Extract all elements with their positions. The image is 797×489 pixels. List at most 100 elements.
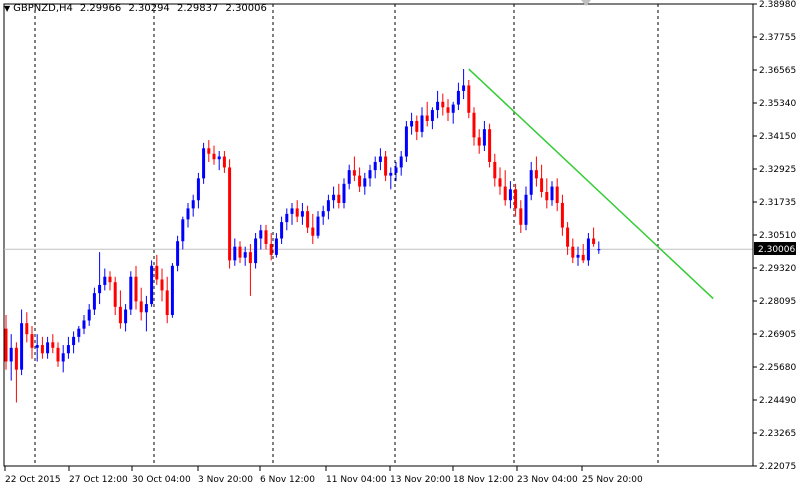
trendline-layer[interactable]	[468, 68, 714, 300]
candle	[269, 233, 273, 261]
symbol-header[interactable]: ▼ GBPNZD,H4 2.29966 2.30294 2.29837 2.30…	[4, 3, 267, 14]
price-tick-label: 2.32925	[759, 165, 796, 175]
candle	[482, 120, 486, 152]
candle	[316, 211, 320, 239]
candle	[118, 290, 122, 329]
candle	[248, 243, 252, 296]
candle-body	[514, 189, 518, 209]
grid-layer	[34, 4, 659, 466]
candle	[384, 151, 388, 182]
candle	[181, 216, 185, 250]
candle-body	[238, 246, 242, 258]
candle	[306, 205, 310, 234]
candle-body	[66, 345, 70, 354]
candle	[243, 246, 247, 266]
candle-body	[581, 254, 585, 261]
candle	[508, 181, 512, 209]
candle-body	[144, 304, 148, 313]
candle-body	[61, 353, 65, 362]
candle-body	[576, 254, 580, 258]
candle-body	[77, 328, 81, 337]
time-tick-label: 23 Nov 04:00	[517, 475, 578, 485]
price-tick-label: 2.24490	[759, 396, 796, 406]
candle	[14, 342, 18, 403]
price-tick-label: 2.25680	[759, 363, 796, 373]
candle-body	[103, 276, 107, 285]
candle-body	[540, 178, 544, 193]
candle-body	[472, 112, 476, 138]
candle-body	[488, 129, 492, 162]
ohlc-values: 2.29966 2.30294 2.29837 2.30006	[76, 3, 267, 14]
candle	[9, 334, 13, 381]
candle-body	[404, 126, 408, 157]
candle	[441, 93, 445, 116]
chart-shift-marker-icon[interactable]	[581, 0, 591, 6]
candle-body	[420, 115, 424, 132]
candle	[524, 186, 528, 231]
candle	[472, 107, 476, 146]
candle-body	[342, 183, 346, 203]
candle-body	[30, 334, 34, 348]
candle-body	[493, 161, 497, 179]
current-price-tag: 2.30006	[754, 242, 796, 255]
trendline[interactable]	[468, 68, 714, 300]
candle-body	[56, 347, 60, 362]
candle-body	[384, 156, 388, 176]
candle	[56, 342, 60, 367]
candle	[170, 263, 174, 318]
candle	[571, 238, 575, 264]
candle-body	[441, 101, 445, 108]
candle	[550, 181, 554, 206]
candle-body	[51, 342, 55, 348]
candle	[592, 227, 596, 247]
candle-body	[394, 167, 398, 173]
candle-body	[368, 170, 372, 179]
candle-body	[150, 265, 154, 305]
candle	[40, 336, 44, 359]
candle	[238, 241, 242, 264]
price-tick-label: 2.38980	[759, 0, 796, 10]
candle-body	[358, 175, 362, 187]
candle	[597, 241, 601, 254]
candle-body	[316, 216, 320, 236]
candle	[160, 268, 164, 302]
candle-body	[482, 129, 486, 146]
candle-layer	[4, 69, 601, 403]
candle-body	[264, 230, 268, 244]
candle	[462, 69, 466, 100]
candle-body	[25, 323, 29, 335]
candle-body	[592, 238, 596, 244]
price-tick-label: 2.26905	[759, 330, 796, 340]
candle	[259, 224, 263, 250]
triangle-down-icon[interactable]: ▼	[4, 3, 11, 13]
candle	[415, 115, 419, 141]
candle	[493, 153, 497, 187]
candle-body	[436, 101, 440, 111]
candle	[332, 186, 336, 209]
candle-body	[160, 279, 164, 291]
price-tick-label: 2.30510	[759, 231, 796, 241]
candle-body	[139, 301, 143, 313]
candle	[228, 159, 232, 269]
candle-body	[254, 238, 258, 264]
candle	[217, 151, 221, 171]
candle-body	[332, 194, 336, 201]
candle	[191, 194, 195, 217]
candle	[347, 164, 351, 190]
candle	[519, 200, 523, 234]
candle-body	[337, 194, 341, 203]
candle	[368, 164, 372, 187]
candle-body	[352, 170, 356, 176]
price-tick-label: 2.29320	[759, 264, 796, 274]
candle	[503, 170, 507, 206]
candle-body	[46, 342, 50, 354]
candle-body	[430, 110, 434, 121]
candle-body	[467, 85, 471, 113]
candle	[20, 309, 24, 376]
candle	[555, 178, 559, 212]
candle	[529, 161, 533, 201]
candle	[139, 287, 143, 321]
candle-body	[212, 153, 216, 160]
